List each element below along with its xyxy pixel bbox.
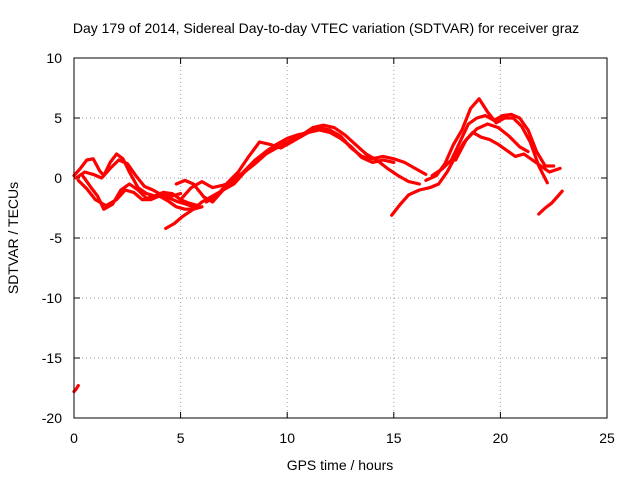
- x-tick-labels: 0 5 10 15 20 25: [70, 430, 615, 446]
- x-tick-label: 0: [70, 430, 78, 446]
- chart-title: Day 179 of 2014, Sidereal Day-to-day VTE…: [73, 20, 579, 36]
- y-tick-label: 10: [46, 50, 62, 66]
- y-tick-label: 5: [54, 110, 62, 126]
- trace-arc-8: [204, 123, 421, 204]
- trace-arc-14: [72, 384, 80, 394]
- x-tick-label: 20: [493, 430, 509, 446]
- trace-arc-12: [454, 122, 530, 162]
- x-tick-label: 10: [279, 430, 295, 446]
- trace-arc-6: [179, 125, 428, 202]
- trace-arc-3: [80, 174, 183, 211]
- x-tick-label: 15: [386, 430, 402, 446]
- x-tick-label: 25: [599, 430, 615, 446]
- plot-frame: [73, 57, 608, 419]
- trace-arc-13: [537, 189, 564, 216]
- trace-arc-11: [430, 112, 556, 178]
- y-tick-labels: 10 5 0 -5 -10 -15 -20: [42, 50, 62, 426]
- data-traces: [72, 97, 564, 394]
- y-tick-label: -10: [42, 290, 62, 306]
- x-tick-label: 5: [177, 430, 185, 446]
- trace-arc-9: [390, 130, 562, 217]
- y-tick-label: -15: [42, 350, 62, 366]
- grid-lines: [74, 58, 607, 418]
- y-tick-label: -5: [50, 230, 63, 246]
- y-axis-label: SDTVAR / TECUs: [5, 182, 21, 294]
- x-axis-label: GPS time / hours: [287, 457, 394, 473]
- y-tick-label: -20: [42, 410, 62, 426]
- trace-arc-10: [424, 97, 549, 185]
- y-tick-label: 0: [54, 170, 62, 186]
- trace-arc-5: [164, 127, 332, 230]
- trace-arc-4: [74, 158, 198, 210]
- axis-ticks: [73, 57, 608, 419]
